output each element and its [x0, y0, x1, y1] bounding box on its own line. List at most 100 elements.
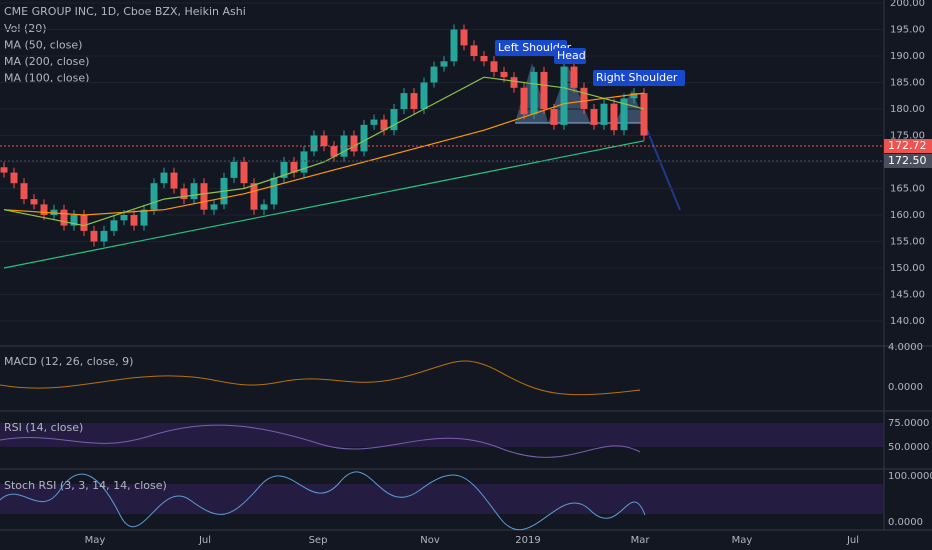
- panel-axis-label: 4.0000: [888, 342, 923, 353]
- price-label: 150.00: [890, 263, 925, 274]
- candle: [20, 183, 28, 200]
- panel-label: RSI (14, close): [4, 421, 83, 434]
- candle: [600, 103, 608, 125]
- candle: [70, 215, 78, 226]
- candle: [140, 209, 148, 226]
- stoch-line: [0, 471, 646, 531]
- time-label: Jul: [198, 535, 211, 546]
- price-tag-bg: [884, 154, 932, 168]
- price-label: 180.00: [890, 104, 925, 115]
- price-label: 160.00: [890, 210, 925, 221]
- candle: [270, 177, 278, 205]
- time-label: Sep: [309, 535, 328, 546]
- price-label: 140.00: [890, 316, 925, 327]
- time-label: Jul: [846, 535, 859, 546]
- price-label: 185.00: [890, 78, 925, 89]
- candle: [480, 56, 488, 62]
- candle: [620, 98, 628, 131]
- panel-axis-label: 75.0000: [888, 418, 929, 429]
- price-label: 145.00: [890, 290, 925, 301]
- indicator-label: MA (200, close): [4, 55, 89, 68]
- candle: [190, 183, 198, 200]
- candle: [170, 172, 178, 189]
- price-label: 155.00: [890, 237, 925, 248]
- candle: [640, 93, 648, 136]
- panel-axis-label: 0.0000: [888, 382, 923, 393]
- price-tag-bg: [884, 139, 932, 153]
- candle: [120, 215, 128, 221]
- panel-axis-label: 100.0000: [888, 471, 932, 482]
- rsi-line: [0, 424, 641, 458]
- candle: [310, 135, 318, 152]
- time-label: Mar: [631, 535, 651, 546]
- candle: [590, 109, 598, 125]
- candle: [330, 146, 338, 157]
- candle: [400, 93, 408, 109]
- rsi-band: [0, 423, 884, 447]
- candle: [60, 209, 68, 226]
- price-tag: 172.50: [888, 154, 927, 167]
- candle: [50, 209, 58, 215]
- candle: [110, 220, 118, 231]
- candle: [300, 151, 308, 173]
- annotation: Left Shoulder: [498, 41, 572, 54]
- moving-average: [3, 140, 645, 269]
- candle: [260, 204, 268, 210]
- candle: [290, 162, 298, 173]
- macd-signal: [0, 360, 641, 396]
- candle: [450, 29, 458, 62]
- candle: [350, 135, 358, 152]
- candle: [550, 109, 558, 125]
- price-label: 175.00: [890, 131, 925, 142]
- panel-axis-label: 0.0000: [888, 517, 923, 528]
- candle: [210, 204, 218, 210]
- symbol-title: CME GROUP INC, 1D, Cboe BZX, Heikin Ashi: [4, 5, 246, 18]
- candle: [420, 82, 428, 109]
- moving-average: [3, 92, 645, 216]
- candle: [180, 188, 188, 200]
- candle: [280, 162, 288, 178]
- moving-average: [3, 76, 645, 227]
- candle: [130, 215, 138, 226]
- candle: [30, 199, 38, 205]
- candle: [200, 183, 208, 210]
- candle: [490, 61, 498, 72]
- indicator-label: MA (50, close): [4, 39, 82, 52]
- candle: [560, 66, 568, 125]
- candle: [610, 103, 618, 131]
- panel-label: Stoch RSI (3, 3, 14, 14, close): [4, 479, 167, 492]
- candle: [440, 61, 448, 67]
- panel-axis-label: 50.0000: [888, 442, 929, 453]
- indicator-label: Vol (20): [4, 22, 47, 35]
- time-label: May: [85, 535, 106, 546]
- annotation-bg: [554, 48, 586, 64]
- indicator-label: MA (100, close): [4, 72, 89, 85]
- price-label: 190.00: [890, 51, 925, 62]
- candle: [380, 119, 388, 131]
- price-label: 165.00: [890, 184, 925, 195]
- time-label: 2019: [515, 535, 540, 546]
- price-label: 200.00: [890, 0, 925, 9]
- price-tag: 172.72: [888, 139, 927, 152]
- candle: [410, 93, 418, 109]
- candle: [570, 66, 578, 88]
- candle: [40, 204, 48, 215]
- candle: [100, 230, 108, 242]
- candle: [520, 87, 528, 115]
- annotation-bg: [495, 40, 567, 56]
- candle: [250, 183, 258, 210]
- candle: [460, 29, 468, 46]
- candle: [580, 87, 588, 109]
- candle: [530, 71, 538, 115]
- candle: [80, 215, 88, 231]
- candle: [470, 45, 478, 56]
- panel-label: MACD (12, 26, close, 9): [4, 355, 133, 368]
- candle: [160, 172, 168, 184]
- candle: [500, 71, 508, 78]
- candle: [90, 230, 98, 242]
- candle: [370, 119, 378, 125]
- time-label: May: [732, 535, 753, 546]
- candle: [240, 162, 248, 184]
